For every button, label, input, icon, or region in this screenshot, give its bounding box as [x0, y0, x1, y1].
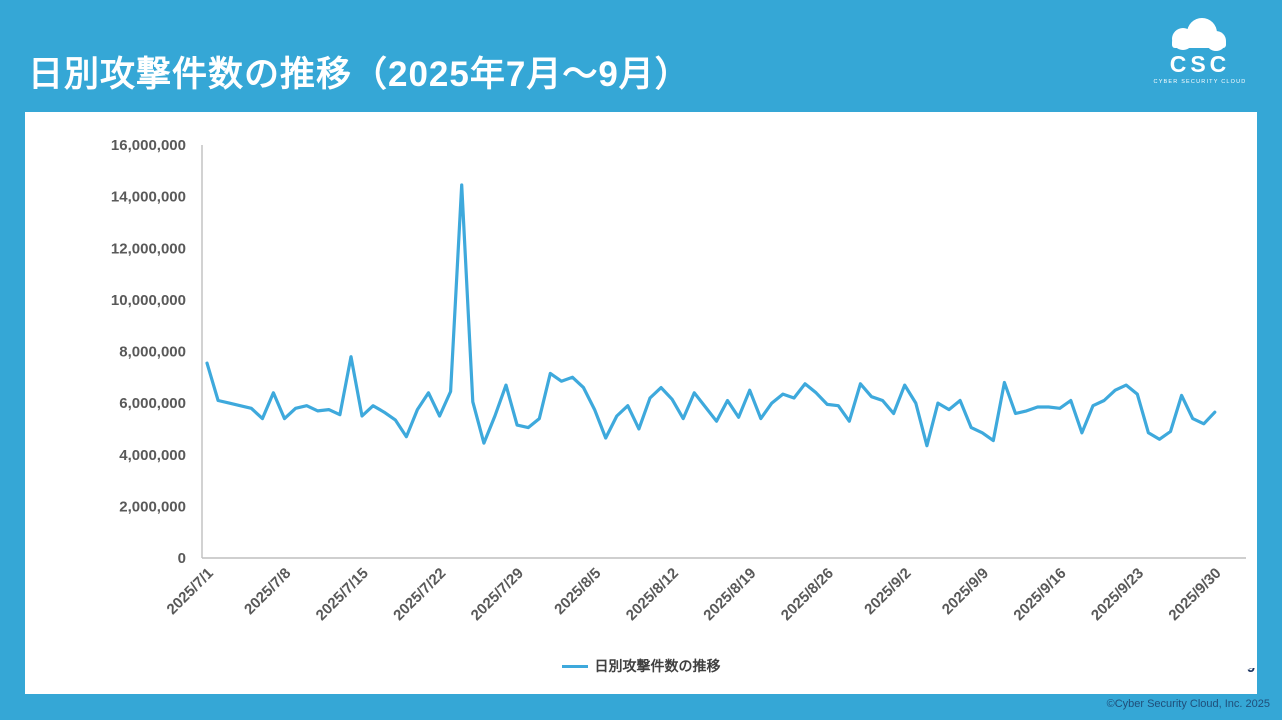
legend-label: 日別攻撃件数の推移 [594, 658, 721, 674]
legend-line-swatch [561, 664, 588, 668]
y-tick-label: 10,000,000 [111, 292, 186, 309]
y-tick-label: 14,000,000 [111, 189, 186, 206]
footer-copyright: ©Cyber Security Cloud, Inc. 2025 [1106, 698, 1270, 710]
x-tick-label: 2025/9/23 [1088, 565, 1147, 624]
x-tick-label: 2025/7/15 [313, 565, 372, 624]
x-tick-label: 2025/9/2 [861, 565, 914, 618]
y-tick-label: 0 [178, 550, 186, 567]
y-tick-label: 6,000,000 [119, 395, 186, 412]
chart-legend: 日別攻撃件数の推移 [0, 656, 1282, 676]
y-tick-label: 16,000,000 [111, 137, 186, 154]
logo-caption: CYBER SECURITY CLOUD [1154, 79, 1247, 85]
series-line [205, 183, 1217, 448]
cloud-icon [1172, 18, 1226, 51]
x-tick-label: 2025/7/22 [390, 565, 449, 624]
x-tick-label: 2025/9/30 [1165, 565, 1224, 624]
x-tick-label: 2025/8/19 [700, 565, 759, 624]
y-tick-label: 4,000,000 [119, 447, 186, 464]
x-tick-label: 2025/9/16 [1010, 565, 1069, 624]
x-tick-label: 2025/8/12 [623, 565, 682, 624]
y-tick-label: 12,000,000 [111, 240, 186, 257]
x-tick-label: 2025/8/5 [551, 565, 604, 618]
csc-logo: CSC CYBER SECURITY CLOUD [1154, 18, 1247, 85]
x-tick-label: 2025/7/29 [468, 565, 527, 624]
slide-title: 日別攻撃件数の推移（2025年7月〜9月） [28, 55, 691, 94]
header-bar: 日別攻撃件数の推移（2025年7月〜9月） CSC CYBER SECURITY… [0, 0, 1282, 112]
x-tick-label: 2025/8/26 [778, 565, 837, 624]
x-tick-label: 2025/7/8 [241, 565, 294, 618]
x-tick-label: 2025/9/9 [939, 565, 992, 618]
logo-acronym: CSC [1170, 51, 1231, 77]
x-tick-label: 2025/7/1 [164, 565, 217, 618]
clipped-page-number-mark: 9 [1243, 668, 1259, 677]
y-tick-label: 8,000,000 [119, 344, 186, 361]
y-tick-label: 2,000,000 [119, 498, 186, 515]
